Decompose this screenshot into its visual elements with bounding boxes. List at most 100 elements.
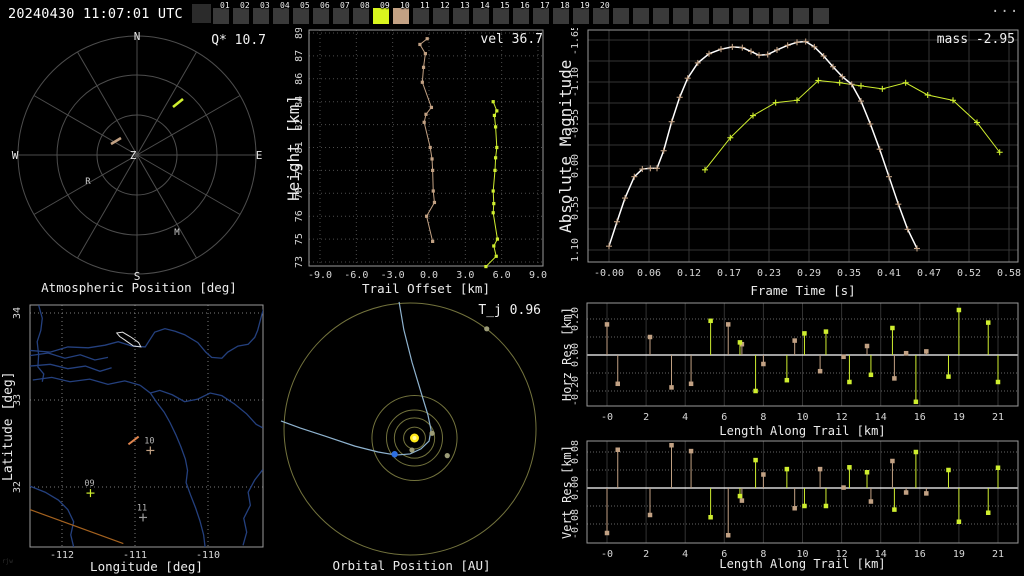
frame-tile-number: 14 [480,1,490,10]
frame-tile-13[interactable] [453,8,469,24]
frame-tile-16[interactable] [513,8,529,24]
svg-text:S: S [134,270,141,283]
frame-tile-20[interactable] [593,8,609,24]
frame-tile[interactable] [733,8,749,24]
frame-tile-number: 06 [320,1,330,10]
frame-tile-number: 01 [220,1,230,10]
frame-tile-11[interactable] [413,8,429,24]
svg-text:0.52: 0.52 [957,268,981,279]
svg-text:19: 19 [953,412,965,423]
frame-tile-number: 09 [380,1,390,10]
svg-text:-9.0: -9.0 [308,270,332,281]
svg-text:N: N [134,30,141,43]
orbital-caption: Orbital Position [AU] [332,558,491,573]
tisserand-stat: T_j 0.96 [478,303,541,318]
frame-tile[interactable] [793,8,809,24]
svg-text:8: 8 [760,412,766,423]
svg-text:0.35: 0.35 [837,268,861,279]
frame-tile-12[interactable] [433,8,449,24]
svg-text:87: 87 [294,50,305,62]
svg-text:0.58: 0.58 [997,268,1021,279]
frame-tile[interactable] [613,8,629,24]
panel-light-curve: -0.00 0.06 0.12 0.17 0.23 0.29 0.35 0.41 0.47 0.5… [550,28,1024,298]
frame-tile-10[interactable] [393,8,409,24]
frame-tile-08[interactable] [353,8,369,24]
frame-tile-09[interactable] [373,8,389,24]
vert-res-xlabel: Length Along Trail [km] [719,557,886,571]
frame-time-xlabel: Frame Time [s] [750,283,856,298]
frame-tile[interactable] [693,8,709,24]
frame-tile[interactable] [753,8,769,24]
svg-text:12: 12 [836,549,848,560]
frame-tile[interactable] [192,4,211,23]
svg-text:0.0: 0.0 [420,270,438,281]
svg-text:09: 09 [84,479,94,489]
svg-text:0.12: 0.12 [677,268,701,279]
frame-tile-number: 08 [360,1,370,10]
frame-tile-17[interactable] [533,8,549,24]
svg-text:76: 76 [294,210,305,222]
frame-tile-03[interactable] [253,8,269,24]
frame-tile[interactable] [813,8,829,24]
svg-text:12: 12 [836,412,848,423]
overflow-menu[interactable]: ... [991,0,1020,16]
frame-strip: 01 02 03 04 05 06 07 08 09 10 11 12 13 14 15 16 17 18 19 20 [0,0,1024,28]
frame-tile-02[interactable] [233,8,249,24]
svg-text:2: 2 [643,549,649,560]
svg-text:6.0: 6.0 [493,270,511,281]
frame-tile-19[interactable] [573,8,589,24]
svg-text:0.23: 0.23 [757,268,781,279]
svg-text:10: 10 [796,412,808,423]
svg-text:-112: -112 [50,550,74,561]
svg-text:4: 4 [682,412,688,423]
frame-tile-06[interactable] [313,8,329,24]
trail-ylabel: Height [km] [284,95,303,201]
svg-text:0.20: 0.20 [570,307,581,331]
svg-text:-0.20: -0.20 [570,376,581,406]
frame-tile-number: 19 [580,1,590,10]
frame-tile-18[interactable] [553,8,569,24]
velocity-stat: vel 36.7 [480,32,543,47]
light-curve-plot: -0.00 0.06 0.12 0.17 0.23 0.29 0.35 0.41 0.47 0.5… [570,28,1021,279]
svg-text:0.00: 0.00 [570,154,581,178]
magnitude-ylabel: Absolute Magnitude [556,59,575,233]
svg-text:75: 75 [294,233,305,245]
frame-tile[interactable] [633,8,649,24]
svg-text:33: 33 [12,394,23,406]
svg-text:-6.0: -6.0 [344,270,368,281]
trail-offset-plot: -9.0 -6.0 -3.0 0.0 3.0 6.0 9.0 89 87 86 84 82 81 79 78… [294,28,547,281]
frame-tile[interactable] [773,8,789,24]
svg-text:-1.65: -1.65 [570,28,581,55]
svg-text:3.0: 3.0 [456,270,474,281]
frame-tile-15[interactable] [493,8,509,24]
svg-text:-0.08: -0.08 [570,509,581,539]
svg-text:16: 16 [914,412,926,423]
watermark: rjw [2,558,13,565]
frame-tile-05[interactable] [293,8,309,24]
frame-tile-04[interactable] [273,8,289,24]
svg-text:14: 14 [875,549,887,560]
frame-tile-number: 10 [400,1,410,10]
svg-text:0.08: 0.08 [570,440,581,464]
svg-text:21: 21 [992,549,1004,560]
svg-text:2: 2 [643,412,649,423]
svg-text:6: 6 [721,549,727,560]
frame-tile-07[interactable] [333,8,349,24]
svg-text:1.10: 1.10 [570,238,581,262]
svg-text:21: 21 [992,412,1004,423]
svg-text:32: 32 [12,481,23,493]
frame-tile-number: 20 [600,1,610,10]
svg-text:6: 6 [721,412,727,423]
frame-tile-number: 12 [440,1,450,10]
frame-tile-14[interactable] [473,8,489,24]
atmospheric-position-plot: R M N E S W Z [12,30,263,283]
svg-text:16: 16 [914,549,926,560]
svg-text:0.55: 0.55 [570,196,581,220]
frame-tile-number: 02 [240,1,250,10]
frame-tile[interactable] [653,8,669,24]
svg-text:9.0: 9.0 [529,270,547,281]
frame-tile[interactable] [673,8,689,24]
svg-text:W: W [12,149,19,162]
frame-tile[interactable] [713,8,729,24]
frame-tile-01[interactable] [213,8,229,24]
